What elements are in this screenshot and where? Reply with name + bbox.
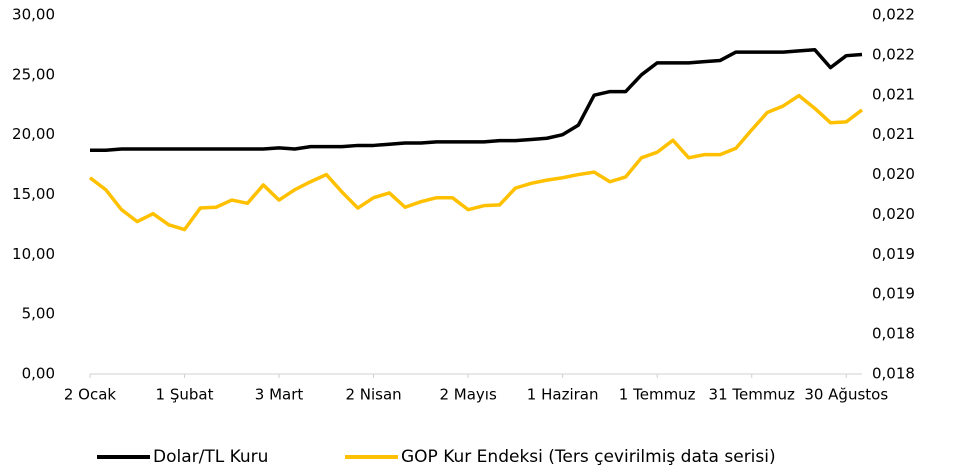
legend-label: Dolar/TL Kuru (153, 447, 268, 467)
y-tick-label: 20,00 (12, 125, 55, 143)
x-tick-label: 2 Mayıs (439, 386, 496, 404)
y2-tick-label: 0,018 (872, 325, 915, 343)
y2-tick-label: 0,021 (872, 85, 915, 103)
x-tick-label: 2 Nisan (345, 386, 401, 404)
y-tick-label: 5,00 (22, 305, 55, 323)
y2-tick-label: 0,019 (872, 285, 915, 303)
x-tick-label: 1 Temmuz (619, 386, 696, 404)
x-tick-label: 1 Şubat (156, 386, 214, 404)
y2-tick-label: 0,022 (872, 45, 915, 63)
x-tick-label: 1 Haziran (527, 386, 599, 404)
legend-label: GOP Kur Endeksi (Ters çevirilmiş data se… (401, 447, 776, 467)
y2-tick-label: 0,020 (872, 165, 915, 183)
y-tick-label: 10,00 (12, 245, 55, 263)
x-tick-label: 3 Mart (255, 386, 304, 404)
data-line (90, 47, 863, 152)
y2-tick-label: 0,021 (872, 125, 915, 143)
x-tick-label: 31 Temmuz (709, 386, 795, 404)
x-tick-label: 30 Ağustos (804, 386, 888, 404)
y2-tick-label: 0,020 (872, 205, 915, 223)
y-tick-label: 25,00 (12, 65, 55, 83)
y-tick-label: 15,00 (12, 185, 55, 203)
data-line (88, 93, 864, 232)
y2-tick-label: 0,022 (872, 6, 915, 24)
y-tick-label: 30,00 (12, 6, 55, 24)
y2-tick-label: 0,018 (872, 365, 915, 383)
y2-tick-label: 0,019 (872, 245, 915, 263)
y-tick-label: 0,00 (22, 365, 55, 383)
x-tick-label: 2 Ocak (64, 386, 117, 404)
